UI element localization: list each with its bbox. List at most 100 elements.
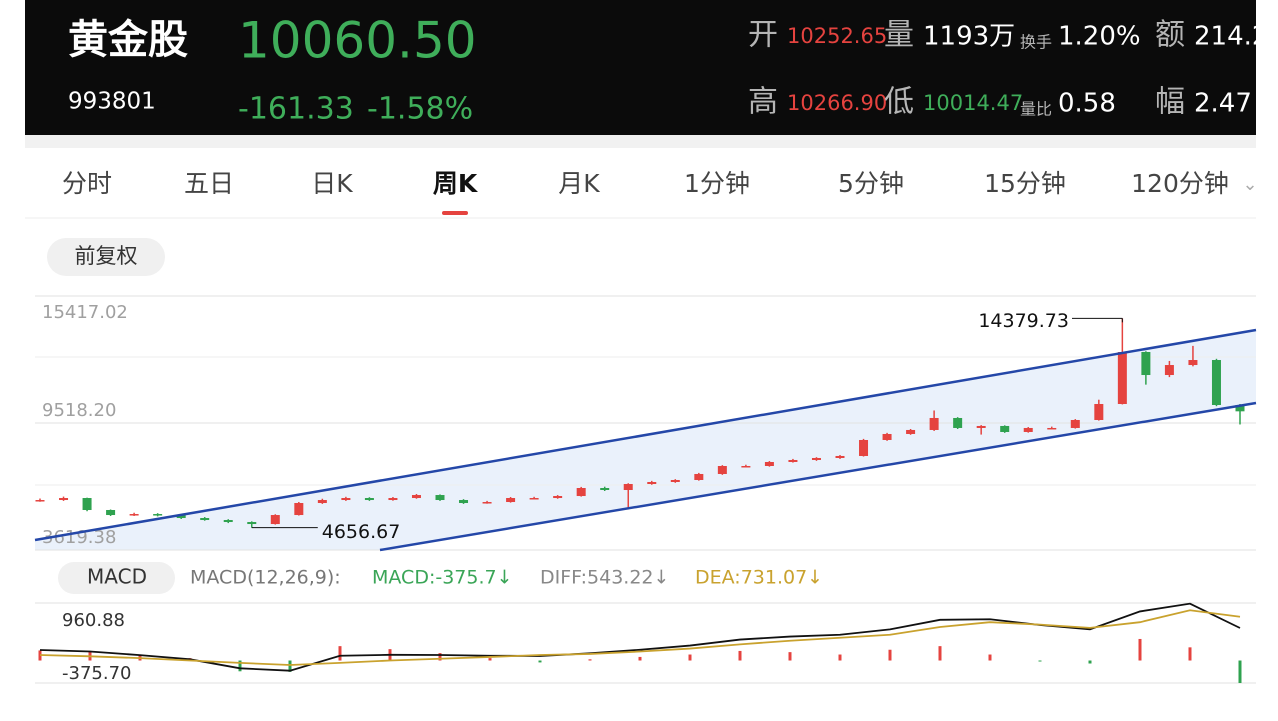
y-tick-label: 3619.38 bbox=[42, 527, 116, 548]
indicator-params: MACD(12,26,9): bbox=[190, 567, 341, 589]
adjust-button[interactable] bbox=[47, 238, 165, 276]
candle-body bbox=[600, 488, 610, 491]
candle-body bbox=[106, 510, 116, 516]
price: 10060.50 bbox=[238, 12, 477, 70]
macd-bar bbox=[288, 660, 292, 672]
macd-bar bbox=[988, 654, 992, 661]
candle-body bbox=[553, 496, 563, 499]
y-tick-label: -375.70 bbox=[62, 663, 131, 684]
candle-body bbox=[223, 520, 233, 523]
candle-body bbox=[717, 465, 727, 474]
macd-line bbox=[39, 609, 1241, 666]
candle-body bbox=[741, 465, 751, 468]
candle-body bbox=[1047, 427, 1057, 430]
stat-value: 1.20% bbox=[1058, 22, 1141, 52]
adjust-label[interactable]: 前复权 bbox=[75, 244, 138, 268]
candle-body bbox=[59, 498, 69, 501]
tab-more[interactable]: ⌄ bbox=[1242, 174, 1257, 195]
stat-label: 换手 bbox=[1020, 33, 1052, 52]
candle-body bbox=[341, 498, 351, 501]
y-tick-label: 15417.02 bbox=[42, 302, 128, 323]
header: 黄金股 10060.50 993801 -161.33 -1.58% 开 1025… bbox=[68, 12, 1268, 127]
candle-body bbox=[411, 495, 421, 499]
tab[interactable]: 5分钟 bbox=[838, 169, 904, 198]
candle-body bbox=[247, 522, 257, 525]
macd-bar bbox=[788, 652, 792, 661]
tab[interactable]: 五日 bbox=[184, 169, 234, 198]
candle-body bbox=[294, 503, 304, 516]
macd-bar bbox=[888, 649, 892, 661]
candle-body bbox=[35, 500, 45, 502]
stat-value: 0.58 bbox=[1058, 89, 1116, 119]
candle-body bbox=[459, 500, 469, 504]
stat-value: 1193万 bbox=[923, 22, 1015, 52]
macd-bar bbox=[688, 654, 692, 661]
candle-body bbox=[835, 455, 845, 458]
tab[interactable]: 周K bbox=[433, 169, 479, 198]
candle-body bbox=[1070, 419, 1080, 428]
candle-body bbox=[1235, 405, 1245, 412]
stock-code: 993801 bbox=[68, 89, 156, 115]
candle-body bbox=[153, 514, 163, 516]
stat-label: 额 bbox=[1155, 18, 1185, 53]
price-panel: 3619.38 9518.20 15417.02 14379.73 4656.67 bbox=[35, 295, 1256, 551]
stat-value: 214.2 bbox=[1194, 22, 1268, 52]
candle-body bbox=[906, 429, 916, 434]
candle-body bbox=[764, 461, 774, 466]
candle-body bbox=[1023, 427, 1033, 432]
candle-body bbox=[1000, 425, 1010, 432]
indicator-readout: MACD:-375.7↓ bbox=[372, 567, 513, 589]
candle-body bbox=[176, 515, 186, 519]
stock-name: 黄金股 bbox=[68, 17, 188, 63]
channel-lower bbox=[379, 401, 1257, 552]
candle-body bbox=[976, 425, 986, 428]
indicator-readout: DEA:731.07↓ bbox=[695, 567, 823, 589]
high-annotation: 14379.73 bbox=[978, 310, 1069, 332]
y-tick-label: 960.88 bbox=[62, 610, 125, 631]
candle-body bbox=[1188, 360, 1198, 366]
candle-body bbox=[670, 479, 680, 482]
macd-bar bbox=[838, 654, 842, 661]
low-annotation: 4656.67 bbox=[322, 521, 401, 543]
candle-body bbox=[129, 514, 139, 516]
candle-body bbox=[953, 417, 963, 428]
stat-label: 低 bbox=[884, 85, 914, 120]
candle-body bbox=[811, 457, 821, 460]
tab[interactable]: 15分钟 bbox=[984, 169, 1066, 198]
candle-body bbox=[482, 502, 492, 504]
candle-body bbox=[317, 500, 327, 504]
candle-body bbox=[506, 498, 516, 503]
tab[interactable]: 日K bbox=[311, 169, 353, 198]
candle-body bbox=[364, 498, 374, 501]
macd-bar bbox=[238, 660, 242, 672]
tab[interactable]: 分时 bbox=[62, 169, 112, 198]
tab[interactable]: 月K bbox=[558, 169, 600, 198]
stat-label: 量 bbox=[884, 18, 914, 53]
candle-body bbox=[388, 498, 398, 501]
macd-bar bbox=[1188, 647, 1192, 661]
change: -161.33 bbox=[238, 92, 354, 127]
macd-bar bbox=[738, 650, 742, 661]
candle-body bbox=[859, 439, 869, 456]
stat-label: 开 bbox=[748, 18, 778, 53]
macd-bar bbox=[1038, 660, 1042, 662]
macd-bar bbox=[538, 660, 542, 663]
tab[interactable]: 120分钟 bbox=[1131, 169, 1229, 198]
indicator-name[interactable]: MACD bbox=[87, 565, 147, 589]
macd-bar bbox=[338, 646, 342, 661]
candle-body bbox=[694, 473, 704, 480]
stat-label: 幅 bbox=[1155, 85, 1185, 120]
channel-fill bbox=[35, 330, 1256, 550]
stat-label: 高 bbox=[748, 85, 778, 120]
separator bbox=[25, 135, 1256, 148]
stat-value: 10266.90 bbox=[787, 91, 887, 115]
macd-bar bbox=[638, 656, 642, 661]
indicator-pill[interactable] bbox=[58, 562, 175, 594]
y-tick-label: 9518.20 bbox=[42, 400, 116, 421]
candle-body bbox=[1141, 351, 1151, 376]
tab[interactable]: 1分钟 bbox=[684, 169, 750, 198]
macd-bar bbox=[1238, 660, 1242, 683]
macd-bar bbox=[938, 646, 942, 661]
candle-body bbox=[1094, 403, 1104, 420]
